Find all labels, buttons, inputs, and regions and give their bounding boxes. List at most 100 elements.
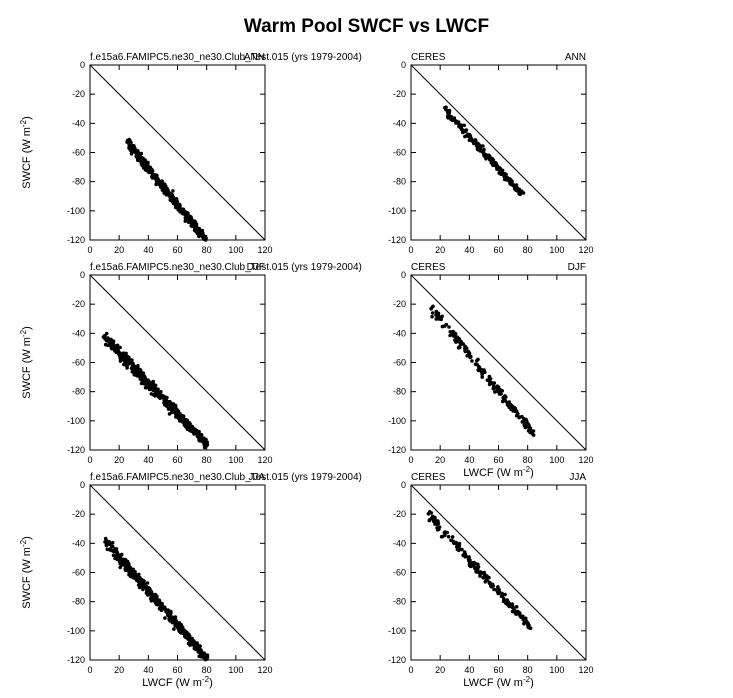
panel-left-label: f.e15a6.FAMIPC5.ne30_ne30.Club_Test.015 … [90, 472, 362, 483]
data-point [460, 547, 464, 552]
data-point [459, 340, 464, 344]
data-point [164, 189, 169, 193]
data-point [196, 645, 201, 649]
data-point [197, 227, 201, 232]
data-point [141, 586, 146, 590]
data-point [131, 366, 136, 370]
data-point [190, 426, 195, 431]
panel-left-label: CERES [411, 262, 446, 273]
data-point [178, 415, 182, 420]
data-point [175, 621, 179, 625]
data-point [119, 552, 124, 557]
x-tick-label: 80 [202, 245, 212, 255]
data-point [495, 389, 500, 394]
data-point [450, 535, 455, 539]
data-point [199, 652, 204, 656]
x-tick-label: 60 [172, 455, 182, 465]
scatter-panel-3: 0 20 40 60 80 100 120 0 -20 -40 -60 -80 -100 -120 f.e1… [67, 262, 362, 465]
y-tick-label: -40 [72, 328, 85, 338]
data-point [468, 354, 472, 358]
data-point [157, 602, 161, 606]
data-point [138, 575, 142, 580]
data-point [476, 368, 481, 373]
data-point [192, 646, 197, 651]
x-tick-label: 40 [143, 245, 153, 255]
data-point [159, 608, 164, 612]
x-tick-label: 100 [549, 665, 564, 675]
data-point [526, 625, 531, 629]
data-point [483, 572, 487, 577]
x-tick-label: 0 [87, 245, 92, 255]
data-point [194, 223, 198, 228]
data-point [161, 605, 165, 610]
data-point [120, 561, 125, 566]
data-point [117, 353, 122, 357]
x-tick-label: 0 [408, 245, 413, 255]
data-point [126, 363, 130, 367]
data-point [154, 182, 158, 187]
y-tick-label: -120 [67, 655, 85, 665]
y-tick-label: -60 [393, 148, 406, 158]
data-point [145, 165, 149, 170]
data-point [139, 155, 143, 159]
data-point [485, 378, 490, 383]
data-point [159, 184, 163, 189]
y-tick-label: -20 [72, 89, 85, 99]
data-point [178, 412, 182, 416]
data-point [205, 442, 210, 447]
data-point [484, 155, 489, 159]
y-axis-title: SWCF (W m-2) [19, 116, 33, 189]
x-tick-label: 0 [408, 665, 413, 675]
data-point [178, 418, 182, 423]
y-tick-label: -80 [393, 387, 406, 397]
data-point [152, 594, 157, 598]
y-tick-label: -100 [67, 206, 85, 216]
data-point [129, 152, 134, 156]
y-tick-label: -120 [388, 655, 406, 665]
data-point [521, 191, 526, 195]
data-point [500, 389, 505, 393]
data-point [104, 539, 109, 543]
data-point [480, 375, 485, 379]
data-point [459, 126, 464, 130]
data-point [485, 578, 490, 583]
data-point [197, 429, 201, 434]
y-tick-label: -80 [72, 177, 85, 187]
y-tick-label: -60 [393, 568, 406, 578]
x-tick-label: 40 [464, 665, 474, 675]
y-tick-label: 0 [401, 60, 406, 70]
x-tick-label: 20 [435, 245, 445, 255]
data-point [430, 314, 434, 319]
data-point [436, 526, 440, 531]
data-point [465, 133, 469, 138]
y-axis-title: SWCF (W m-2) [19, 536, 33, 609]
data-point [170, 615, 174, 619]
data-point [134, 572, 138, 577]
data-point [178, 209, 182, 214]
data-point [201, 437, 205, 442]
data-point [193, 642, 198, 647]
data-point [141, 371, 145, 375]
data-point [500, 591, 504, 596]
data-point [164, 610, 169, 614]
data-point [167, 407, 171, 411]
data-point [479, 370, 484, 374]
data-point [432, 519, 436, 523]
y-tick-label: -20 [72, 509, 85, 519]
data-point [127, 355, 131, 360]
y-tick-label: -20 [393, 509, 406, 519]
data-point [520, 420, 525, 424]
x-tick-label: 80 [523, 245, 533, 255]
y-tick-label: -100 [67, 626, 85, 636]
data-point [167, 412, 172, 416]
data-point [504, 601, 508, 606]
x-tick-label: 20 [435, 455, 445, 465]
x-tick-label: 0 [87, 665, 92, 675]
data-point [115, 343, 120, 348]
data-point [470, 359, 474, 363]
data-point [447, 325, 451, 329]
data-point [479, 144, 483, 148]
one-to-one-line [89, 64, 266, 241]
panel-right-label: JJA [248, 472, 265, 483]
data-point [114, 347, 119, 352]
